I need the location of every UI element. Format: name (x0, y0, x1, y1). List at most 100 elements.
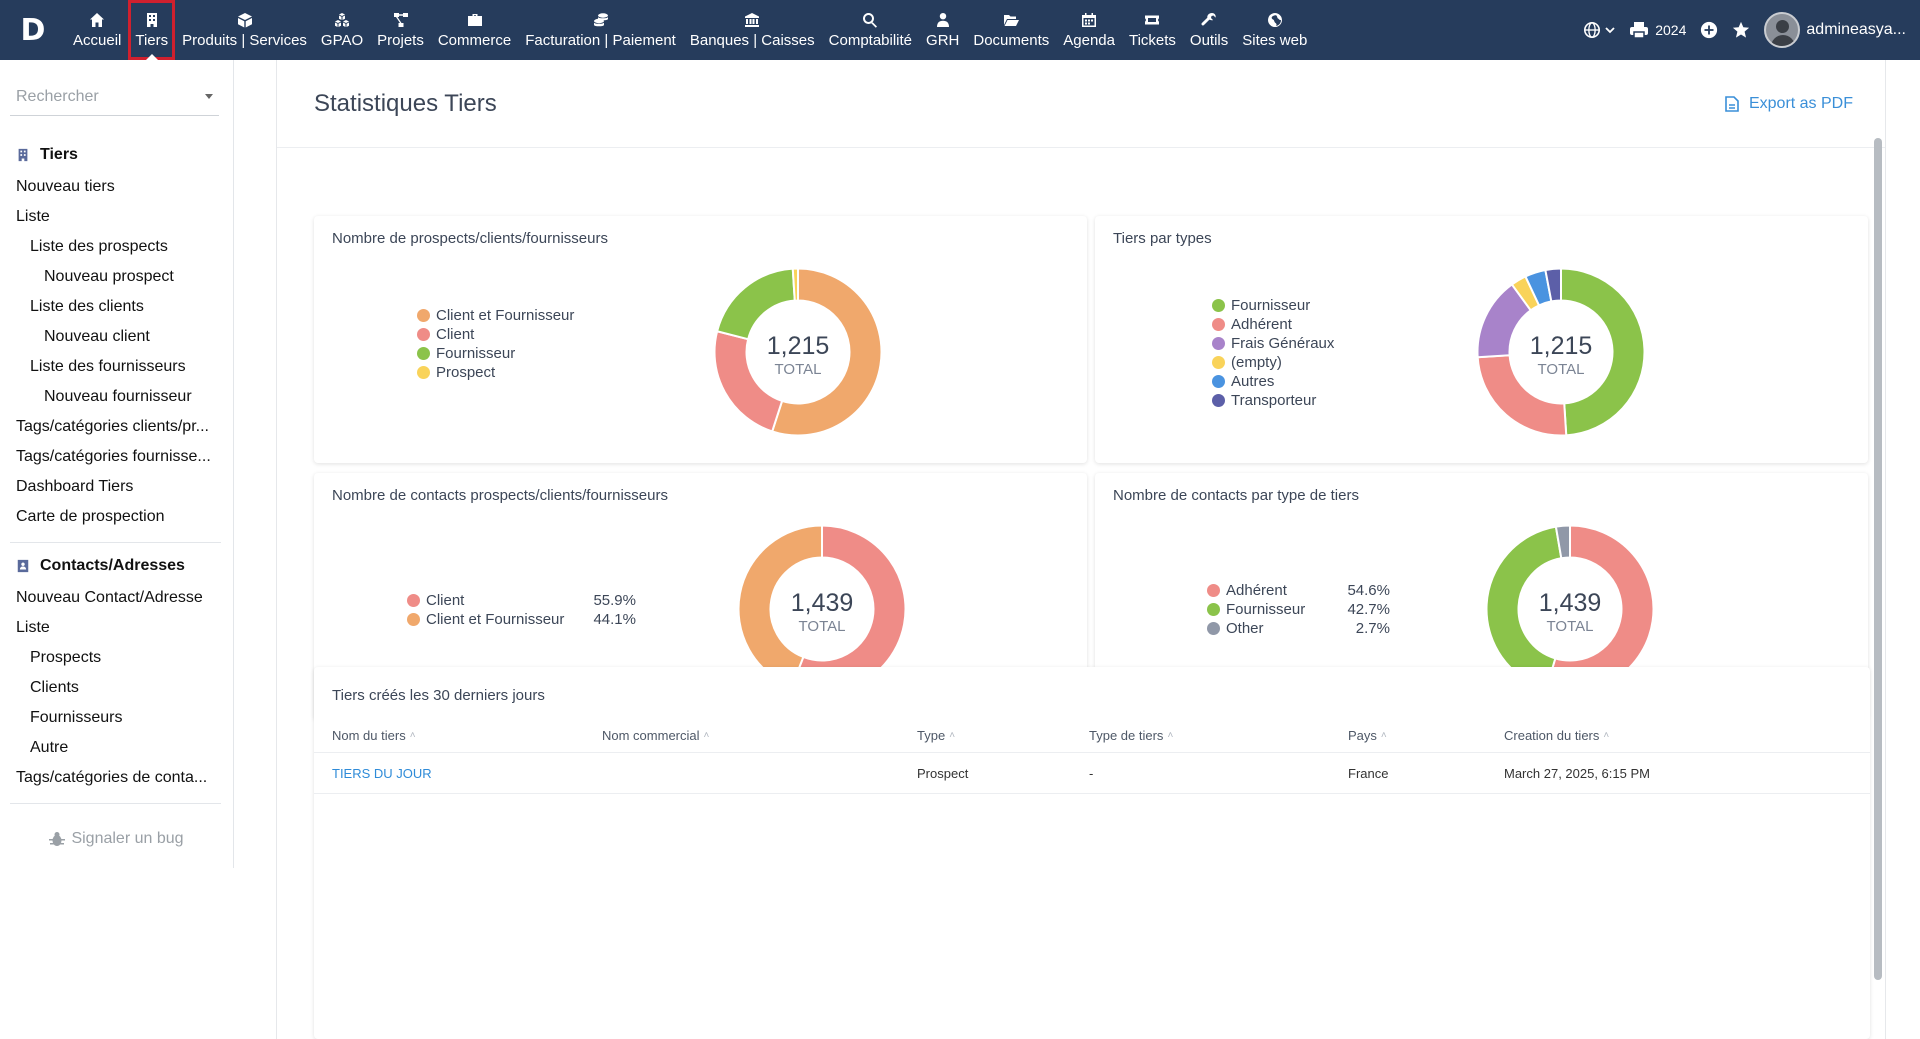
donut-slice[interactable] (1554, 525, 1571, 560)
menu-item-agenda[interactable]: Agenda (1056, 0, 1122, 60)
donut-slice[interactable] (770, 268, 882, 436)
column-header[interactable]: Nom commercial ˄ (602, 719, 709, 752)
sidebar-item[interactable]: Prospects (30, 649, 102, 666)
legend-label: Fournisseur (1226, 601, 1306, 618)
scrollbar-thumb[interactable] (1874, 138, 1882, 980)
legend-swatch (417, 366, 430, 379)
menu-item-documents[interactable]: Documents (966, 0, 1056, 60)
donut-slice[interactable] (738, 525, 823, 689)
legend-item[interactable]: Transporteur (1212, 391, 1334, 410)
legend-item[interactable]: Client et Fournisseur (417, 306, 574, 325)
legend-item[interactable]: Client 55.9% (407, 591, 636, 610)
app-logo[interactable]: D (0, 0, 66, 60)
sidebar-item[interactable]: Autre (30, 739, 69, 756)
legend-item[interactable]: Fournisseur 42.7% (1207, 600, 1390, 619)
legend-swatch (1212, 318, 1225, 331)
donut-slice[interactable] (1544, 268, 1562, 303)
sidebar-item[interactable]: Liste (16, 208, 50, 225)
report-bug-link[interactable]: Signaler un bug (0, 830, 233, 848)
fiscal-year: 2024 (1655, 22, 1687, 38)
menu-item-outils[interactable]: Outils (1183, 0, 1235, 60)
sidebar-item[interactable]: Nouveau Contact/Adresse (16, 589, 203, 606)
legend-item[interactable]: Adhérent 54.6% (1207, 581, 1390, 600)
menu-item-comptabilit[interactable]: Comptabilité (822, 0, 919, 60)
plus-circle-icon[interactable] (1700, 21, 1718, 39)
legend-item[interactable]: Frais Généraux (1212, 334, 1334, 353)
main-content: Statistiques Tiers Export as PDF Nombre … (276, 60, 1886, 1039)
legend-item[interactable]: (empty) (1212, 353, 1334, 372)
ticket-icon (1145, 15, 1160, 24)
menu-item-produits-services[interactable]: Produits | Services (175, 0, 314, 60)
menu-item-label: Facturation | Paiement (525, 31, 676, 49)
donut-slice[interactable] (791, 268, 799, 302)
sidebar-item[interactable]: Fournisseurs (30, 709, 123, 726)
donut-slice[interactable] (715, 268, 796, 341)
legend-item[interactable]: Fournisseur (417, 344, 574, 363)
sidebar-item[interactable]: Nouveau client (44, 328, 150, 345)
legend-swatch (1212, 299, 1225, 312)
menu-item-facturation-paiement[interactable]: Facturation | Paiement (518, 0, 683, 60)
table-row: TIERS DU JOUR Prospect - France March 27, 20… (314, 754, 1870, 794)
sidebar-item[interactable]: Tags/catégories clients/pr... (16, 418, 209, 435)
sidebar-item[interactable]: Clients (30, 679, 79, 696)
tiers-name-link[interactable]: TIERS DU JOUR (332, 766, 432, 781)
sidebar-item[interactable]: Liste des clients (30, 298, 144, 315)
language-selector[interactable] (1583, 21, 1615, 39)
legend-swatch (407, 594, 420, 607)
sidebar-item[interactable]: Liste des fournisseurs (30, 358, 186, 375)
bug-icon (49, 832, 66, 846)
menu-item-tickets[interactable]: Tickets (1122, 0, 1183, 60)
column-header-label: Type de tiers (1089, 728, 1164, 743)
page-scrollbar[interactable] (1871, 130, 1885, 1030)
sidebar-item[interactable]: Carte de prospection (16, 508, 165, 525)
menu-item-label: GPAO (320, 31, 364, 49)
column-header[interactable]: Creation du tiers ˄ (1504, 719, 1609, 752)
legend-item[interactable]: Other 2.7% (1207, 619, 1390, 638)
chart-card: Nombre de prospects/clients/fournisseurs… (314, 216, 1087, 463)
column-header[interactable]: Nom du tiers ˄ (332, 719, 416, 752)
column-header[interactable]: Type de tiers ˄ (1089, 719, 1173, 752)
star-icon[interactable] (1732, 21, 1750, 39)
menu-item-commerce[interactable]: Commerce (431, 0, 518, 60)
print-button[interactable]: 2024 (1629, 21, 1686, 39)
search-input[interactable]: Rechercher (10, 78, 219, 116)
sidebar-item[interactable]: Dashboard Tiers (16, 478, 134, 495)
donut-slice[interactable] (1486, 525, 1563, 691)
export-pdf-button[interactable]: Export as PDF (1725, 95, 1853, 113)
menu-item-sites-web[interactable]: Sites web (1235, 0, 1314, 60)
menu-item-label: Accueil (73, 31, 122, 49)
menu-item-banques-caisses[interactable]: Banques | Caisses (683, 0, 822, 60)
menu-item-grh[interactable]: GRH (919, 0, 966, 60)
column-header[interactable]: Type ˄ (917, 719, 955, 752)
sidebar-section-title[interactable]: Contacts/Adresses (16, 557, 233, 575)
sidebar-item[interactable]: Nouveau fournisseur (44, 388, 192, 405)
legend-item[interactable]: Client (417, 325, 574, 344)
sidebar-item[interactable]: Liste des prospects (30, 238, 168, 255)
table-cell: Prospect (917, 766, 969, 781)
globe-icon (1584, 21, 1601, 39)
sidebar-section-title[interactable]: Tiers (16, 146, 233, 164)
menu-item-projets[interactable]: Projets (370, 0, 431, 60)
menu-item-tiers[interactable]: Tiers (128, 0, 176, 60)
sidebar-item[interactable]: Liste (16, 619, 50, 636)
legend-item[interactable]: Client et Fournisseur 44.1% (407, 610, 636, 629)
donut-slice[interactable] (1560, 268, 1645, 436)
chart-title: Nombre de prospects/clients/fournisseurs (332, 230, 608, 247)
legend-item[interactable]: Prospect (417, 363, 574, 382)
sidebar-section-label: Tiers (40, 146, 78, 163)
sidebar-item[interactable]: Nouveau tiers (16, 178, 115, 195)
legend-label: Client et Fournisseur (426, 611, 565, 628)
user-menu[interactable]: admineasya... (1764, 12, 1906, 48)
bank-icon (745, 12, 760, 27)
legend-item[interactable]: Fournisseur (1212, 296, 1334, 315)
sidebar-item[interactable]: Nouveau prospect (44, 268, 174, 285)
sidebar-item[interactable]: Tags/catégories fournisse... (16, 448, 211, 465)
calendar-icon (1082, 12, 1097, 27)
legend-item[interactable]: Autres (1212, 372, 1334, 391)
sidebar-item[interactable]: Tags/catégories de conta... (16, 769, 208, 786)
sort-icon: ˄ (1167, 730, 1174, 741)
legend-item[interactable]: Adhérent (1212, 315, 1334, 334)
menu-item-gpao[interactable]: GPAO (314, 0, 370, 60)
column-header[interactable]: Pays ˄ (1348, 719, 1387, 752)
menu-item-accueil[interactable]: Accueil (66, 0, 128, 60)
